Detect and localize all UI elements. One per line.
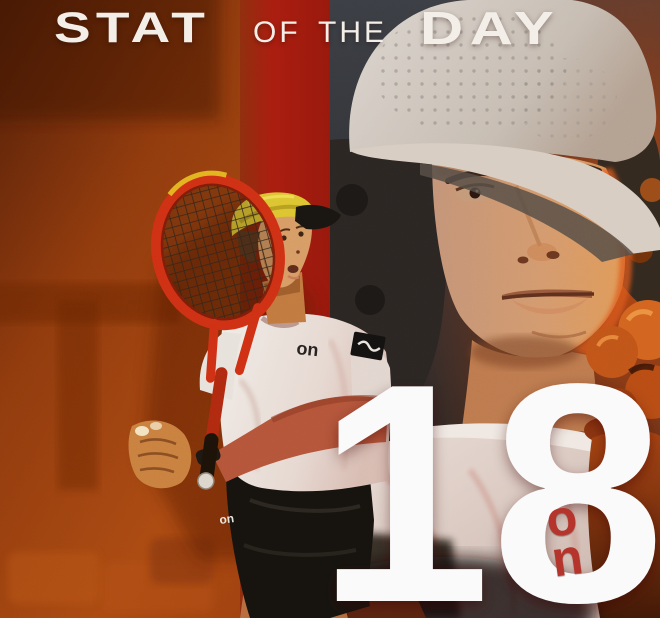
title-word-the: THE: [318, 16, 387, 49]
title-word-stat: STAT: [54, 4, 211, 52]
title-word-day: DAY: [420, 2, 561, 54]
title-word-of: OF: [253, 16, 301, 49]
